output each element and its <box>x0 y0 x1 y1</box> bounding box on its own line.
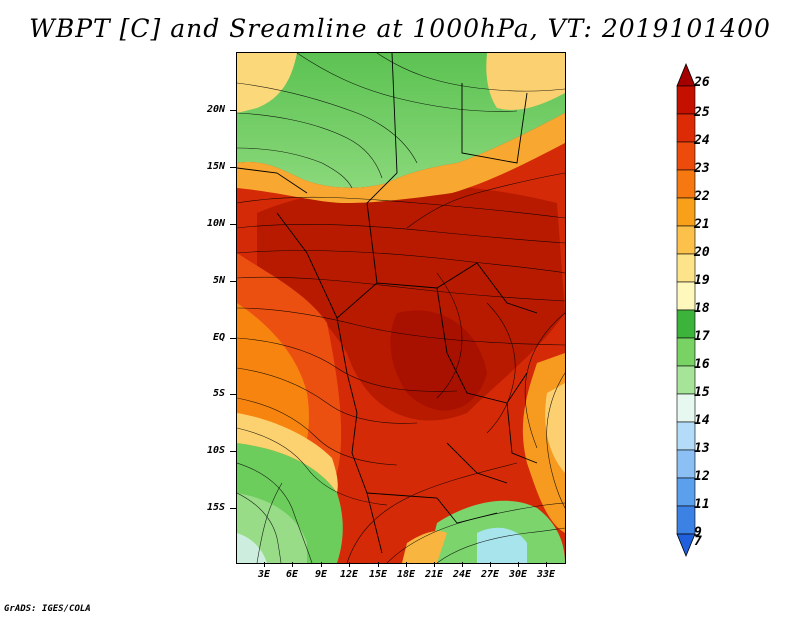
lon-tick <box>321 562 322 567</box>
color-bar-segment <box>676 505 696 535</box>
lon-label-12e: 12E <box>339 569 359 580</box>
lon-label-27e: 27E <box>480 569 500 580</box>
color-bar-label: 26 <box>694 74 710 90</box>
color-bar-label: 25 <box>694 105 710 120</box>
color-bar-segment <box>676 141 696 171</box>
lat-tick <box>230 508 236 509</box>
lon-tick <box>378 562 379 567</box>
color-bar-label: 17 <box>694 329 710 344</box>
color-bar-segment <box>676 62 696 87</box>
field-se-amber <box>402 531 447 563</box>
lat-tick <box>230 167 236 168</box>
lon-tick <box>546 562 547 567</box>
color-bar-label: 7 <box>694 533 702 549</box>
field-north-transition <box>237 113 565 203</box>
lat-label-eq: EQ <box>212 332 225 343</box>
color-bar-segment <box>676 225 696 255</box>
color-bar-label: 24 <box>694 133 710 148</box>
lon-label-30e: 30E <box>508 569 528 580</box>
lon-label-21e: 21E <box>424 569 444 580</box>
color-bar-label: 16 <box>694 357 710 372</box>
map-plot-area <box>236 52 566 564</box>
color-bar-segment <box>676 113 696 143</box>
color-bar-label: 23 <box>694 161 710 176</box>
lat-tick <box>230 394 236 395</box>
color-bar-label: 11 <box>694 497 710 512</box>
color-bar-label: 15 <box>694 385 710 400</box>
lon-label-18e: 18E <box>396 569 416 580</box>
color-bar-segment <box>676 309 696 339</box>
color-bar-segment <box>676 421 696 451</box>
field-hot-core <box>257 184 565 421</box>
color-bar-segment <box>676 365 696 395</box>
lon-label-3e: 3E <box>257 569 271 580</box>
lat-label-20n: 20N <box>206 104 225 115</box>
lon-label-6e: 6E <box>285 569 299 580</box>
field-se-blue <box>477 527 527 563</box>
field-nw-yellow <box>237 53 297 113</box>
lon-tick <box>434 562 435 567</box>
lat-label-15s: 15S <box>206 502 225 513</box>
lat-tick <box>230 224 236 225</box>
color-bar-segment <box>676 393 696 423</box>
lon-label-33e: 33E <box>536 569 556 580</box>
lon-tick <box>264 562 265 567</box>
lon-tick <box>406 562 407 567</box>
lon-tick <box>490 562 491 567</box>
field-ne-yellow <box>486 53 565 110</box>
color-bar-label: 12 <box>694 469 710 484</box>
color-bar-label: 21 <box>694 217 710 232</box>
color-bar-segment <box>676 169 696 199</box>
color-bar-label: 19 <box>694 273 710 288</box>
color-bar-label: 22 <box>694 189 710 204</box>
country-borders <box>237 53 538 554</box>
lon-label-9e: 9E <box>314 569 328 580</box>
color-bar-segment <box>676 85 696 115</box>
lat-tick <box>230 338 236 339</box>
lat-label-15n: 15N <box>206 161 225 172</box>
lat-label-5n: 5N <box>212 275 225 286</box>
lon-tick <box>349 562 350 567</box>
color-bar-label: 9 <box>694 525 702 540</box>
lat-label-10n: 10N <box>206 218 225 229</box>
color-bar <box>676 62 696 558</box>
field-sw-pale <box>237 533 267 563</box>
color-bar-label: 18 <box>694 301 710 316</box>
streamlines <box>237 53 565 563</box>
lat-tick <box>230 451 236 452</box>
color-bar-segment <box>676 337 696 367</box>
color-bar-segment <box>676 533 696 558</box>
color-bar-label: 13 <box>694 441 710 456</box>
color-bar-segment <box>676 281 696 311</box>
field-north-green <box>237 53 565 188</box>
color-bar-segment <box>676 197 696 227</box>
lat-tick <box>230 110 236 111</box>
lat-tick <box>230 281 236 282</box>
color-bar-label: 20 <box>694 245 710 260</box>
color-bar-segment <box>676 253 696 283</box>
lon-tick <box>292 562 293 567</box>
lon-tick <box>462 562 463 567</box>
lon-label-24e: 24E <box>452 569 472 580</box>
wbpt-field <box>237 53 565 563</box>
color-bar-label: 14 <box>694 413 710 428</box>
lon-label-15e: 15E <box>368 569 388 580</box>
color-bar-segment <box>676 477 696 507</box>
footer-credit: GrADS: IGES/COLA <box>4 604 91 614</box>
map-title: WBPT [C] and Sreamline at 1000hPa, VT: 2… <box>29 14 771 43</box>
color-bar-segment <box>676 449 696 479</box>
lat-label-10s: 10S <box>206 445 225 456</box>
field-sw-yellow <box>237 413 338 493</box>
lon-tick <box>518 562 519 567</box>
lat-label-5s: 5S <box>212 388 225 399</box>
